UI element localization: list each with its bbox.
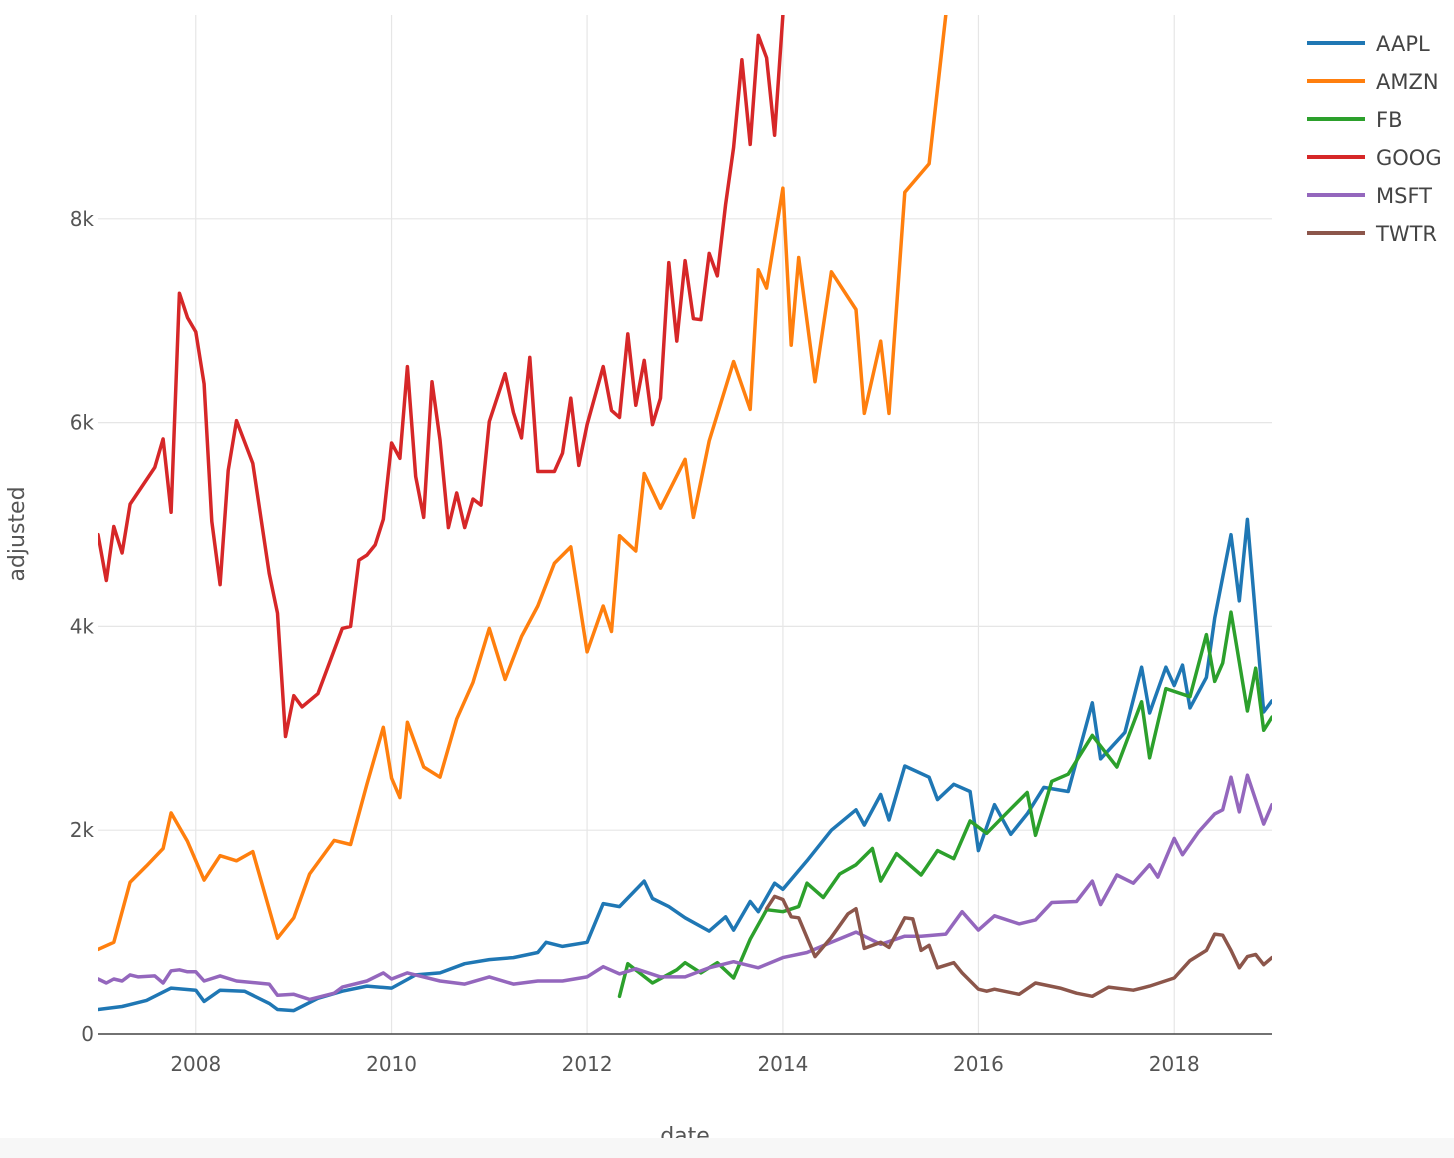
- legend-label-amzn: AMZN: [1376, 70, 1439, 94]
- y-tick-label: 0: [81, 1022, 94, 1046]
- series-line-goog: [98, 15, 785, 739]
- y-tick-labels: 0 2k 4k 6k 8k: [70, 207, 95, 1046]
- legend-label-twtr: TWTR: [1375, 222, 1437, 246]
- legend-label-goog: GOOG: [1376, 146, 1442, 170]
- grid-lines: [98, 15, 1272, 1034]
- y-tick-label: 8k: [70, 207, 95, 231]
- series-line-twtr: [764, 894, 1272, 999]
- series-lines: [98, 15, 1272, 1013]
- series-line-msft: [98, 773, 1272, 1002]
- y-axis-title: adjusted: [5, 486, 30, 581]
- x-tick-label: 2018: [1149, 1052, 1200, 1076]
- y-tick-label: 4k: [70, 614, 95, 638]
- bottom-band: [0, 1138, 1454, 1158]
- x-tick-label: 2016: [953, 1052, 1004, 1076]
- y-tick-label: 2k: [70, 818, 95, 842]
- legend: AAPL AMZN FB GOOG MSFT TWTR: [1307, 32, 1442, 246]
- series-line-amzn: [98, 15, 948, 952]
- x-tick-label: 2010: [366, 1052, 417, 1076]
- x-tick-label: 2014: [757, 1052, 808, 1076]
- legend-label-msft: MSFT: [1376, 184, 1432, 208]
- legend-label-aapl: AAPL: [1376, 32, 1430, 56]
- x-tick-labels: 2008 2010 2012 2014 2016 2018: [170, 1052, 1199, 1076]
- y-tick-label: 6k: [70, 411, 95, 435]
- x-tick-label: 2012: [562, 1052, 613, 1076]
- series-line-fb: [617, 610, 1272, 999]
- legend-label-fb: FB: [1376, 108, 1403, 132]
- x-tick-label: 2008: [170, 1052, 221, 1076]
